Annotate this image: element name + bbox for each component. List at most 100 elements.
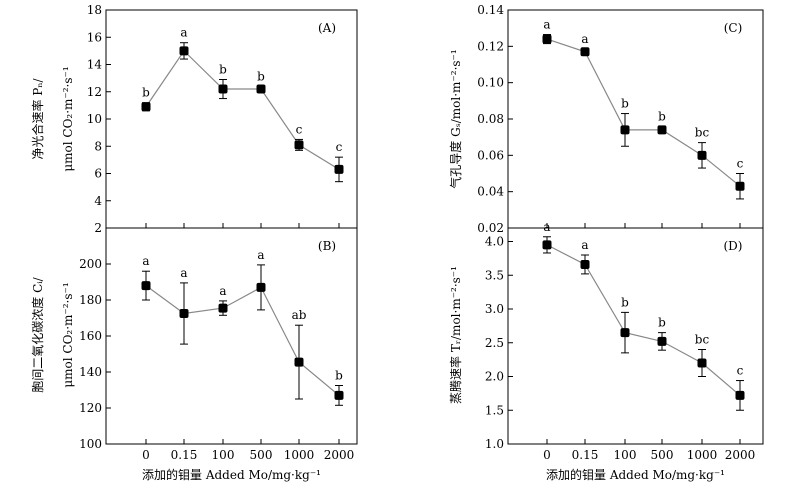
panel-4-xtick-label: 500 <box>651 448 674 462</box>
panel-4-xtick-label: 0.15 <box>572 448 599 462</box>
panel-2-significance-label: a <box>257 248 264 262</box>
panel-2-ytick-label: 100 <box>79 437 102 451</box>
panel-1-significance-label: c <box>296 122 303 136</box>
panel-3-ytick-label: 0.14 <box>477 3 504 17</box>
panel-4-label: (D) <box>724 239 743 253</box>
panel-4-point <box>735 390 745 400</box>
panel-1-frame <box>105 9 358 229</box>
panel-1-point <box>294 140 304 150</box>
panel-1-point <box>218 84 228 94</box>
panel-1-significance-label: b <box>257 69 265 83</box>
panel-4-xtick-label: 100 <box>614 448 637 462</box>
panel-2-point <box>179 309 189 318</box>
panel-1-label: (A) <box>318 21 336 35</box>
panel-4-point <box>580 259 590 269</box>
panel-3-ytick-label: 0.10 <box>477 76 504 90</box>
panel-1-point <box>141 102 151 112</box>
panel-3-significance-label: b <box>621 97 629 111</box>
panel-3-significance-label: c <box>737 157 744 171</box>
panel-2-ytick-label: 160 <box>79 329 102 343</box>
panel-2-xtick-label: 0.15 <box>171 448 198 462</box>
panel-3-ytick-label: 0.04 <box>477 185 504 199</box>
panel-1-ytick-label: 10 <box>87 112 102 126</box>
panel-4-ylabel: 蒸腾速率 Tᵣ/mol·m⁻²·s⁻¹ <box>448 266 463 404</box>
panel-2-xtick-label: 500 <box>250 448 273 462</box>
panel-1-ytick-label: 4 <box>94 194 102 208</box>
panel-4-significance-label: b <box>658 316 666 330</box>
panel-4-xtick-label: 0 <box>543 448 551 462</box>
panel-1-ytick-label: 12 <box>87 85 102 99</box>
panel-2-point <box>218 303 228 313</box>
panel-3-ytick-label: 0.12 <box>477 39 504 53</box>
panel-4-significance-label: bc <box>695 333 710 347</box>
panel-2-ytick-label: 140 <box>79 365 102 379</box>
panel-1-significance-label: a <box>180 26 187 40</box>
panel-2-ytick-label: 120 <box>79 401 102 415</box>
panel-4-significance-label: b <box>621 295 629 309</box>
panel-4-ytick-label: 3.5 <box>485 268 504 282</box>
panel-2-point <box>256 282 266 292</box>
panel-2-ytick-label: 200 <box>79 257 102 271</box>
panel-4-xtick-label: 2000 <box>725 448 756 462</box>
panel-3-label: (C) <box>724 21 743 35</box>
panel-1-ytick-label: 2 <box>94 221 102 235</box>
panel-3-point <box>735 181 745 191</box>
panel-4-significance-label: a <box>543 220 550 234</box>
panel-2-significance-label: a <box>180 266 187 280</box>
panel-2-series-line <box>145 285 340 396</box>
panel-1-significance-label: c <box>336 140 343 154</box>
panel-3-significance-label: bc <box>695 126 710 140</box>
panel-3-point <box>657 125 667 135</box>
panel-3-point <box>620 125 630 135</box>
panel-1-significance-label: b <box>142 86 150 100</box>
panel-1-ytick-label: 14 <box>87 58 103 72</box>
panel-4-xlabel: 添加的钼量 Added Mo/mg·kg⁻¹ <box>546 467 725 482</box>
panel-4-ytick-label: 3.0 <box>485 302 504 316</box>
panel-2-ytick-label: 180 <box>79 293 102 307</box>
panel-1-ytick-label: 16 <box>87 30 102 44</box>
panel-4-frame <box>507 227 764 445</box>
panel-2-significance-label: a <box>142 254 149 268</box>
panel-4-point <box>542 240 552 250</box>
panel-3-significance-label: a <box>543 18 550 32</box>
panel-3-ytick-label: 0.08 <box>477 112 504 126</box>
panel-3-point <box>697 150 707 160</box>
panel-2-significance-label: b <box>335 369 343 383</box>
panel-1-ytick-label: 8 <box>94 139 102 153</box>
panel-2-xtick-label: 2000 <box>324 448 355 462</box>
panel-1-series-line <box>145 49 340 170</box>
panel-2-significance-label: a <box>219 284 226 298</box>
panel-2-xtick-label: 0 <box>142 448 150 462</box>
panel-1-significance-label: b <box>219 62 227 76</box>
panel-2-ylabel: 胞间二氧化碳浓度 Cᵢ/ <box>30 276 45 392</box>
panel-4-ytick-label: 1.5 <box>485 403 504 417</box>
panel-2-xlabel: 添加的钼量 Added Mo/mg·kg⁻¹ <box>142 467 321 482</box>
panel-3-series-line <box>546 38 741 187</box>
panel-4-significance-label: a <box>581 238 588 252</box>
panel-1-point <box>256 84 266 94</box>
panel-3-point <box>580 47 590 57</box>
panel-3-significance-label: b <box>658 109 666 123</box>
panel-3-ytick-label: 0.06 <box>477 148 504 162</box>
panel-3-ylabel: 气孔导度 Gₛ/mol·m⁻²·s⁻¹ <box>448 49 463 188</box>
panel-4-point <box>697 358 707 368</box>
panel-2-point <box>141 281 151 291</box>
panel-2-xtick-label: 100 <box>212 448 235 462</box>
panel-2-point <box>334 390 344 400</box>
panel-1-ylabel: 净光合速率 Pₙ/ <box>30 77 45 159</box>
panel-1-point <box>334 164 344 174</box>
panel-1-ytick-label: 6 <box>94 167 102 181</box>
panel-4-series-line <box>546 244 741 396</box>
panel-4-point <box>657 336 667 346</box>
panel-2-significance-label: ab <box>292 308 307 322</box>
panel-1-point <box>179 46 189 56</box>
panel-4-ytick-label: 1.0 <box>485 437 504 451</box>
panel-1-ytick-label: 18 <box>87 3 102 17</box>
panel-4-point <box>620 328 630 338</box>
panel-3-point <box>542 34 552 44</box>
panel-2-xtick-label: 1000 <box>284 448 315 462</box>
panel-2-point <box>294 357 304 367</box>
panel-2-ylabel-unit: μmol CO₂·m⁻²·s⁻¹ <box>61 282 75 387</box>
panel-4-ytick-label: 4.0 <box>485 235 504 249</box>
